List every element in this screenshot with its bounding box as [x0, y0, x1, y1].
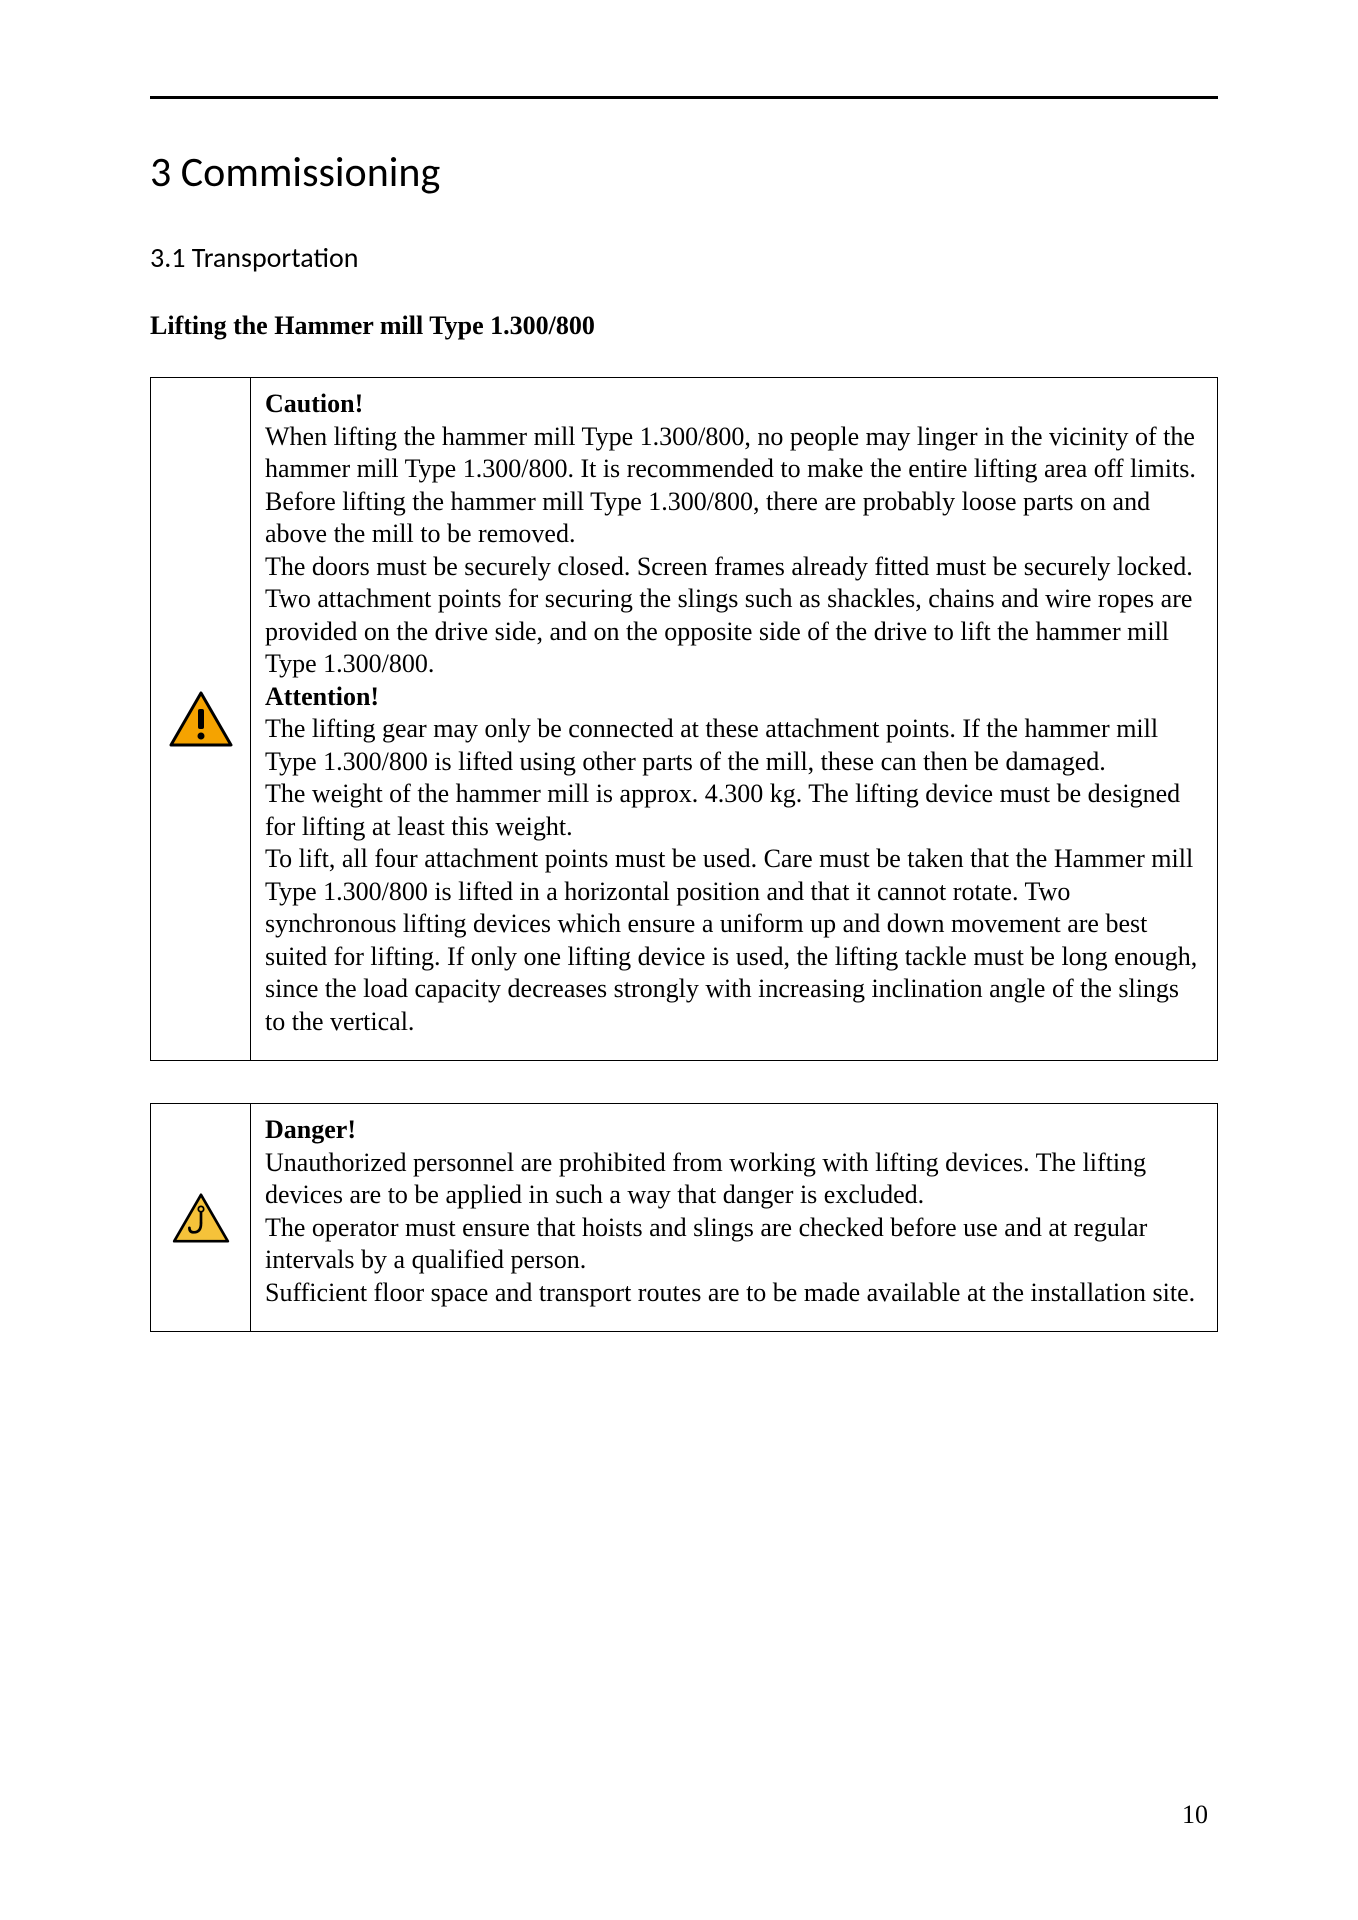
- heading-3: Lifting the Hammer mill Type 1.300/800: [150, 311, 1218, 341]
- caution-notice: Caution! When lifting the hammer mill Ty…: [150, 377, 1218, 1061]
- danger-title: Danger!: [265, 1114, 1199, 1147]
- danger-text: Danger! Unauthorized personnel are prohi…: [251, 1104, 1217, 1331]
- danger-para: The operator must ensure that hoists and…: [265, 1212, 1199, 1277]
- danger-para: Sufficient floor space and transport rou…: [265, 1277, 1199, 1310]
- attention-para: The weight of the hammer mill is approx.…: [265, 778, 1199, 843]
- document-page: 3 Commissioning 3.1 Transportation Lifti…: [0, 0, 1358, 1920]
- caution-para: When lifting the hammer mill Type 1.300/…: [265, 421, 1199, 551]
- warning-triangle-icon: [169, 691, 233, 747]
- attention-para: The lifting gear may only be connected a…: [265, 713, 1199, 778]
- attention-para: To lift, all four attachment points must…: [265, 843, 1199, 1038]
- caution-para: The doors must be securely closed. Scree…: [265, 551, 1199, 584]
- caution-text: Caution! When lifting the hammer mill Ty…: [251, 378, 1217, 1060]
- attention-title: Attention!: [265, 681, 1199, 714]
- heading-2: 3.1 Transportation: [150, 240, 1218, 275]
- warning-triangle-icon: [172, 1193, 230, 1243]
- danger-icon-cell: [151, 1104, 251, 1331]
- caution-para: Two attachment points for securing the s…: [265, 583, 1199, 681]
- header-rule: [150, 96, 1218, 99]
- danger-para: Unauthorized personnel are prohibited fr…: [265, 1147, 1199, 1212]
- caution-title: Caution!: [265, 388, 1199, 421]
- page-number: 10: [1182, 1800, 1208, 1830]
- danger-notice: Danger! Unauthorized personnel are prohi…: [150, 1103, 1218, 1332]
- heading-1: 3 Commissioning: [150, 147, 1218, 198]
- caution-icon-cell: [151, 378, 251, 1060]
